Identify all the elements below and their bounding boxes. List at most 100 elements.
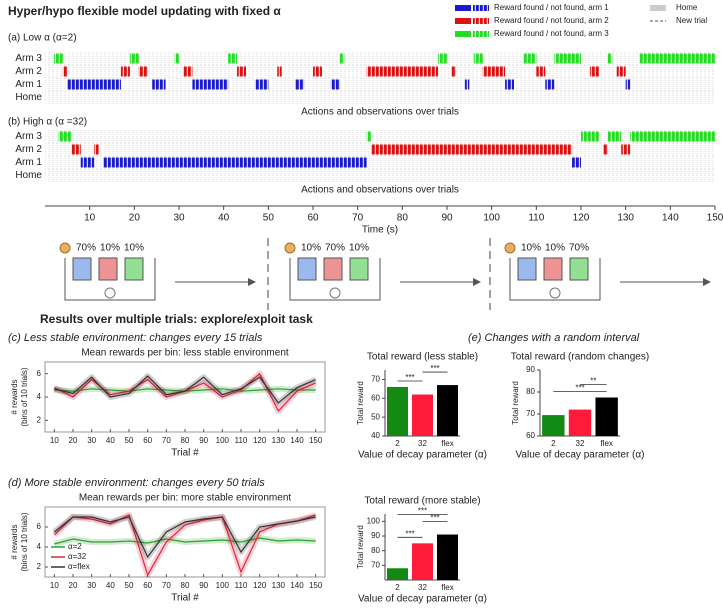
x-tick-label: 20 <box>69 581 78 590</box>
legend: Reward found / not found, arm 1 Reward f… <box>455 3 707 38</box>
probability: 70% <box>76 243 96 254</box>
legend-swatch <box>650 5 666 11</box>
maze <box>509 258 601 301</box>
figure-title: Hyper/hypo flexible model updating with … <box>8 4 281 18</box>
y-tick-label: 6 <box>37 522 42 531</box>
x-tick-label: 130 <box>272 436 286 445</box>
x-tick-label: 100 <box>483 213 500 224</box>
section-title: Results over multiple trials: explore/ex… <box>40 312 313 326</box>
arm-well <box>517 257 537 281</box>
arm-visit-hatch <box>129 53 139 64</box>
y-tick-label: 80 <box>371 546 380 555</box>
x-axis-label: Trial # <box>171 448 199 459</box>
arm-visit-hatch <box>639 53 715 64</box>
maze <box>64 258 156 301</box>
bar <box>412 543 433 580</box>
x-tick-label: 100 <box>216 581 230 590</box>
significance-label: *** <box>430 364 439 373</box>
x-tick-label: flex <box>441 583 453 592</box>
panel-label: (a) Low α (α=2) <box>8 33 77 44</box>
x-tick-label: 80 <box>181 436 190 445</box>
arm-visit-hatch <box>174 53 179 64</box>
x-tick-label: 80 <box>397 213 409 224</box>
arm-visit-hatch <box>277 66 282 77</box>
arm-visit-hatch <box>254 79 269 90</box>
arm-well <box>349 257 369 281</box>
x-tick-label: 2 <box>551 439 556 448</box>
y-axis-label: # rewards <box>10 379 19 414</box>
x-tick-label: flex <box>600 439 612 448</box>
arm-visit-hatch <box>438 53 447 64</box>
row-label: Home <box>15 92 42 103</box>
bar <box>437 385 458 436</box>
x-tick-label: 20 <box>69 436 78 445</box>
legend-label: Reward found / not found, arm 2 <box>494 16 609 25</box>
chart-title: Total reward (more stable) <box>364 496 480 507</box>
arm-visit-hatch <box>192 79 229 90</box>
arm-visit-hatch <box>451 66 456 77</box>
arm-visit-hatch <box>536 66 546 77</box>
x-tick-label: 130 <box>272 581 286 590</box>
panel-label: (b) High α (α =32) <box>8 117 87 128</box>
y-tick-label: 40 <box>371 431 380 440</box>
x-tick-label: 10 <box>84 213 96 224</box>
x-tick-label: 60 <box>143 581 152 590</box>
significance-label: ** <box>590 377 596 386</box>
reward-icon <box>284 242 296 254</box>
arm-well <box>72 257 92 281</box>
agent <box>329 287 341 299</box>
arm-visit-hatch <box>228 53 238 64</box>
arm-visit-hatch <box>522 53 537 64</box>
probability: 10% <box>545 243 565 254</box>
legend-label: New trial <box>676 16 707 25</box>
x-tick-label: 50 <box>125 581 134 590</box>
maze <box>289 258 381 301</box>
agent <box>549 287 561 299</box>
x-tick-label: 120 <box>253 581 267 590</box>
probability: 10% <box>349 243 369 254</box>
y-tick-label: 2 <box>37 415 42 424</box>
legend-label: Reward found / not found, arm 3 <box>494 29 609 38</box>
x-tick-label: 100 <box>216 436 230 445</box>
y-tick-label: 6 <box>37 369 42 378</box>
row-label: Home <box>15 170 42 181</box>
arm-visit-hatch <box>482 66 506 77</box>
arm-visit-hatch <box>607 131 622 142</box>
arm-well <box>297 257 317 281</box>
bar <box>387 386 408 436</box>
arm-visit-hatch <box>58 131 72 142</box>
significance-label: *** <box>575 384 584 393</box>
series-line <box>54 537 316 545</box>
x-tick-label: 60 <box>143 436 152 445</box>
arm-visit-hatch <box>630 131 715 142</box>
bar <box>437 534 458 580</box>
probability: 70% <box>569 243 589 254</box>
row-label: Arm 3 <box>15 53 42 64</box>
arm-visit-hatch <box>616 66 626 77</box>
legend-swatch <box>455 18 471 24</box>
chart-title: Mean rewards per bin: more stable enviro… <box>79 493 292 504</box>
x-axis-label: Time (s) <box>362 225 398 236</box>
x-tick-label: 30 <box>173 213 185 224</box>
row-label: Arm 2 <box>15 144 42 155</box>
y-tick-label: 4 <box>37 392 42 401</box>
arm-visit-hatch <box>94 144 99 155</box>
x-tick-label: 60 <box>307 213 319 224</box>
x-tick-label: 70 <box>162 436 171 445</box>
arm-visit-hatch <box>53 53 63 64</box>
probability: 10% <box>301 243 321 254</box>
bar <box>595 397 618 436</box>
arm-visit-hatch <box>371 144 573 155</box>
x-tick-label: 90 <box>199 436 208 445</box>
x-tick-label: 140 <box>290 581 304 590</box>
bar <box>412 394 433 436</box>
x-tick-label: 32 <box>418 583 427 592</box>
x-tick-label: 130 <box>617 213 634 224</box>
x-tick-label: 150 <box>707 213 723 224</box>
caption: Actions and observations over trials <box>301 185 459 196</box>
y-tick-label: 60 <box>371 393 380 402</box>
arm-visit-hatch <box>138 66 148 77</box>
reward-icon <box>59 242 71 254</box>
x-tick-label: 120 <box>253 436 267 445</box>
bar <box>568 409 592 436</box>
